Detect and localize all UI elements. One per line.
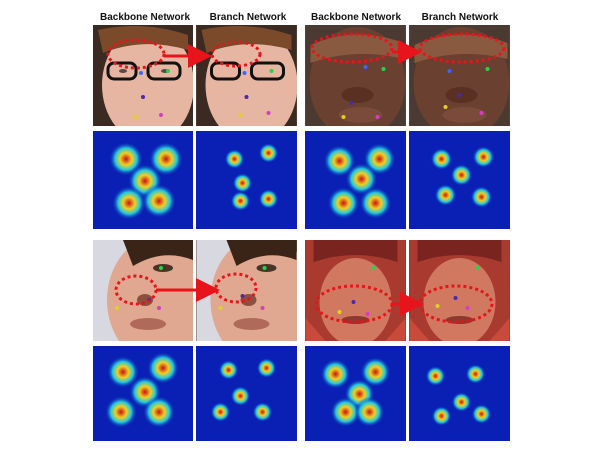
face-image-cap-backbone bbox=[305, 240, 406, 341]
face-image-glasses-branch bbox=[196, 25, 297, 126]
face-image-cap-branch bbox=[409, 240, 510, 341]
heatmap-cap-backbone bbox=[305, 346, 406, 441]
heatmap-glasses-backbone bbox=[93, 131, 193, 229]
face-image-woman-backbone bbox=[93, 240, 193, 341]
column-label-backbone-1: Backbone Network bbox=[99, 12, 191, 23]
column-label-branch-2: Branch Network bbox=[421, 12, 499, 23]
heatmap-man-branch bbox=[409, 131, 510, 229]
heatmap-glasses-branch bbox=[196, 131, 297, 229]
column-label-branch-1: Branch Network bbox=[209, 12, 287, 23]
heatmap-woman-backbone bbox=[93, 346, 193, 441]
face-image-glasses-backbone bbox=[93, 25, 193, 126]
face-image-man-branch bbox=[409, 25, 510, 126]
heatmap-woman-branch bbox=[196, 346, 297, 441]
heatmap-man-backbone bbox=[305, 131, 406, 229]
heatmap-cap-branch bbox=[409, 346, 510, 441]
face-image-woman-branch bbox=[196, 240, 297, 341]
face-image-man-backbone bbox=[305, 25, 406, 126]
column-label-backbone-2: Backbone Network bbox=[310, 12, 402, 23]
